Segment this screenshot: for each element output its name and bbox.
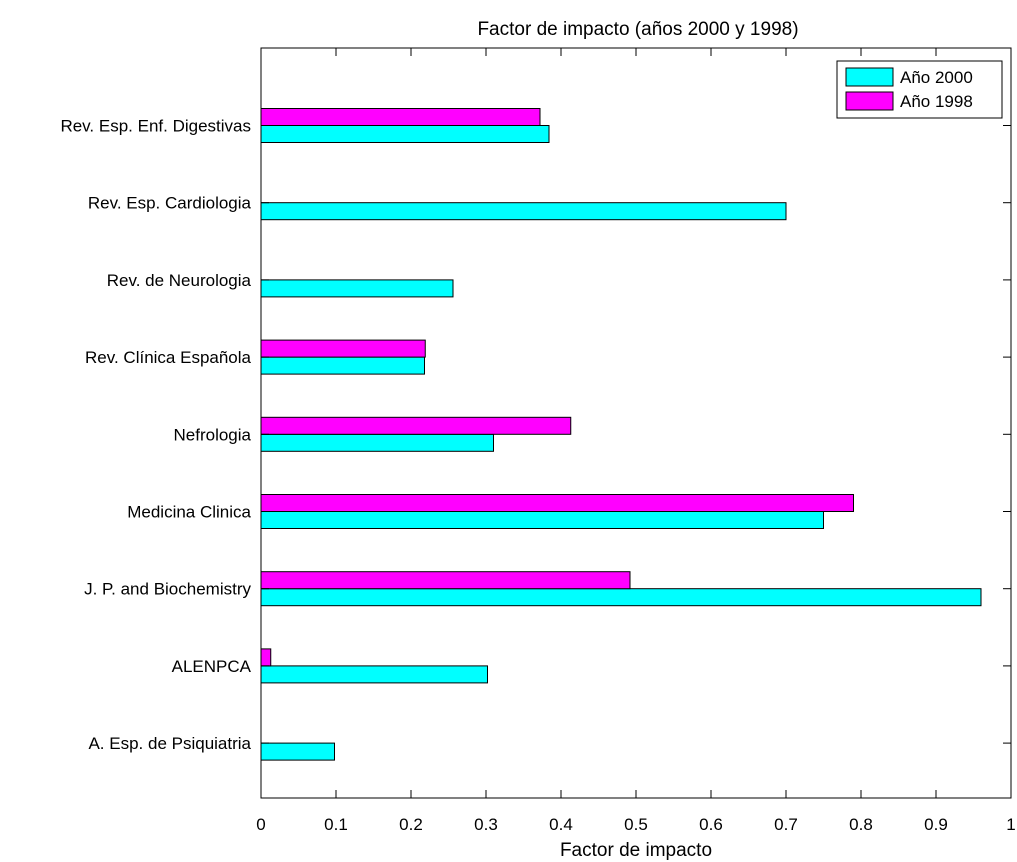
category-label-8: A. Esp. de Psiquiatria [88, 734, 251, 753]
bar-y2000-7 [260, 665, 488, 684]
legend-label-0: Año 2000 [900, 68, 973, 87]
bar-y1998-5 [260, 494, 854, 512]
bar-y2000-1 [260, 202, 787, 221]
bar-y1998-7 [260, 648, 272, 667]
bar-y2000-5 [260, 511, 824, 529]
x-tick-label-7: 0.7 [774, 815, 798, 834]
x-tick-label-0: 0 [256, 815, 265, 834]
bar-y2000-0 [260, 125, 550, 143]
category-label-2: Rev. de Neurologia [107, 271, 252, 290]
category-label-4: Nefrologia [174, 425, 252, 444]
x-tick-label-2: 0.2 [399, 815, 423, 834]
bar-y1998-4 [260, 416, 572, 435]
chart-title: Factor de impacto (años 2000 y 1998) [477, 19, 798, 40]
x-axis: 0 0.1 0.2 0.3 0.4 0.5 0.6 0.7 0.8 0.9 1 [256, 48, 1016, 834]
x-tick-label-9: 0.9 [924, 815, 948, 834]
bar-y2000-4 [260, 433, 494, 452]
bar-y1998-0 [260, 108, 541, 126]
category-label-1: Rev. Esp. Cardiologia [88, 194, 252, 213]
x-tick-label-8: 0.8 [849, 815, 873, 834]
x-axis-title: Factor de impacto [560, 840, 712, 861]
bar-y2000-8 [260, 742, 335, 761]
bar-y2000-6 [260, 588, 982, 607]
category-label-7: ALENPCA [172, 657, 252, 676]
category-label-3: Rev. Clínica Española [85, 348, 252, 367]
bar-y2000-3 [260, 356, 425, 375]
plot-area [260, 108, 982, 761]
x-tick-label-1: 0.1 [324, 815, 348, 834]
x-tick-label-10: 1 [1006, 815, 1015, 834]
x-tick-label-4: 0.4 [549, 815, 573, 834]
legend-label-1: Año 1998 [900, 92, 973, 111]
bar-y2000-2 [260, 279, 454, 298]
x-tick-label-6: 0.6 [699, 815, 723, 834]
category-label-5: Medicina Clinica [127, 503, 251, 522]
x-tick-label-3: 0.3 [474, 815, 498, 834]
x-tick-label-5: 0.5 [624, 815, 648, 834]
bar-y1998-6 [260, 571, 631, 590]
category-label-6: J. P. and Biochemistry [84, 580, 251, 599]
legend-swatch-1 [845, 91, 894, 111]
legend: Año 2000 Año 1998 [836, 60, 1003, 119]
bar-y1998-3 [260, 339, 426, 358]
legend-swatch-0 [845, 67, 894, 87]
category-label-0: Rev. Esp. Enf. Digestivas [60, 117, 251, 136]
y-axis: Rev. Esp. Enf. Digestivas Rev. Esp. Cardi… [60, 117, 1011, 753]
